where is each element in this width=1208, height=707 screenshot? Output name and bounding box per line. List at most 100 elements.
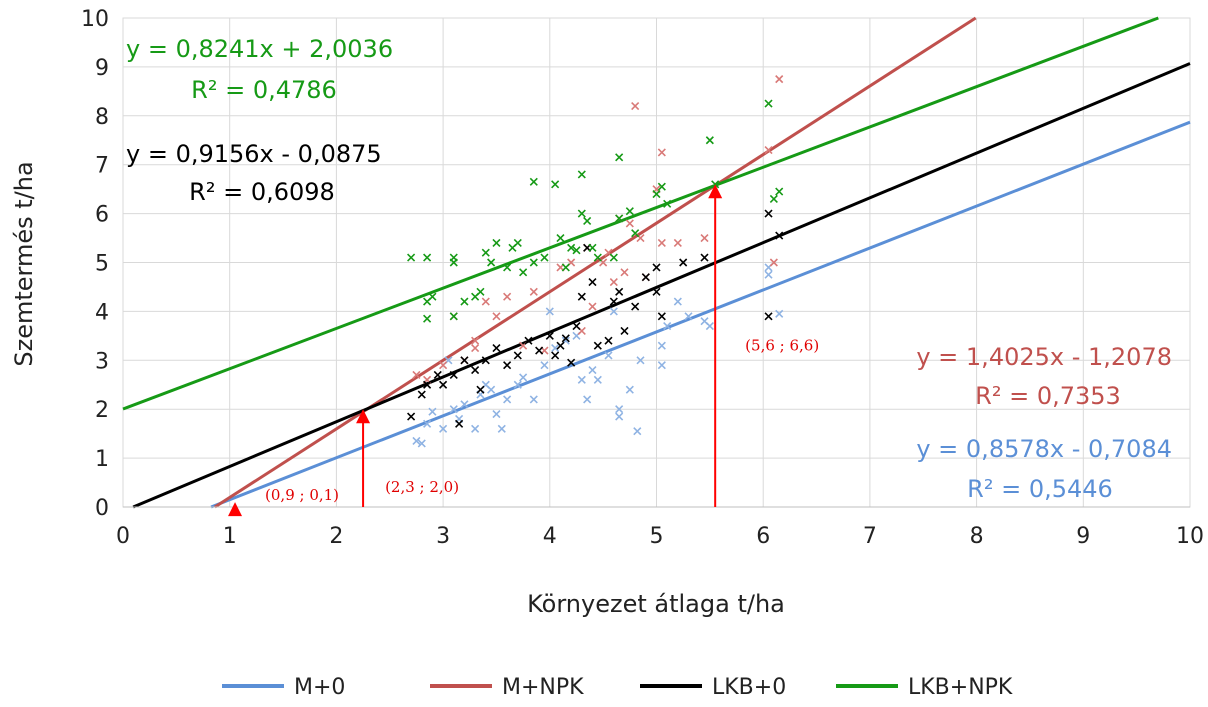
point-m-0: [588, 366, 597, 375]
grid: [122, 17, 1191, 508]
trendlines: [122, 16, 1191, 509]
point-m-0: [497, 424, 506, 433]
point-lkb-0: [593, 341, 602, 350]
y-tick-label: 4: [95, 300, 109, 325]
legend-label-lkb-npk: LKB+NPK: [908, 675, 1013, 700]
legend-label-lkb-0: LKB+0: [712, 675, 786, 700]
point-lkb-npk: [631, 229, 640, 238]
point-lkb-0: [764, 312, 773, 321]
point-m-0: [513, 380, 522, 389]
x-tick-label: 8: [970, 524, 984, 549]
x-axis-title: Környezet átlaga t/ha: [527, 590, 785, 618]
point-m-npk: [625, 219, 634, 228]
equation-m-npk: y = 1,4025x - 1,2078: [916, 343, 1172, 371]
point-lkb-0: [471, 366, 480, 375]
point-m-0: [684, 312, 693, 321]
y-axis-title: Szemtermés t/ha: [10, 161, 38, 366]
y-tick-label: 2: [95, 398, 109, 423]
point-lkb-0: [588, 277, 597, 287]
point-lkb-npk: [615, 214, 624, 223]
point-m-0: [657, 341, 666, 350]
equation-m-0: y = 0,8578x - 0,7084: [916, 435, 1172, 463]
point-lkb-0: [460, 356, 469, 365]
point-lkb-0: [615, 287, 624, 296]
point-lkb-0: [476, 385, 485, 394]
point-lkb-0: [567, 358, 576, 367]
point-lkb-0: [551, 351, 560, 360]
point-lkb-0: [449, 370, 458, 380]
point-lkb-0: [572, 322, 581, 331]
point-m-0: [705, 322, 714, 331]
point-lkb-0: [535, 346, 544, 355]
point-m-npk: [620, 268, 629, 277]
point-lkb-0: [439, 380, 448, 389]
point-m-0: [775, 309, 784, 318]
y-tick-label: 5: [95, 252, 109, 277]
point-m-npk: [529, 287, 538, 296]
point-lkb-npk: [423, 314, 432, 323]
legend: M+0 M+NPK LKB+0 LKB+NPK: [222, 675, 1013, 700]
point-lkb-0: [764, 209, 773, 218]
point-m-0: [449, 405, 458, 414]
x-tick-label: 6: [756, 524, 770, 549]
equation-lkb-npk: y = 0,8241x + 2,0036: [126, 35, 393, 63]
point-m-0: [593, 375, 602, 384]
point-lkb-0: [481, 356, 490, 365]
point-m-0: [583, 395, 592, 404]
point-m-0: [657, 361, 666, 370]
point-lkb-0: [433, 370, 442, 380]
legend-label-m-npk: M+NPK: [502, 675, 584, 700]
x-tick-label: 2: [329, 524, 343, 549]
point-lkb-0: [423, 380, 432, 389]
point-lkb-npk: [769, 194, 778, 203]
point-lkb-npk: [551, 180, 560, 189]
x-tick-label: 7: [863, 524, 877, 549]
annotations: (0,9 ; 0,1) (2,3 ; 2,0) (5,6 ; 6,6): [228, 184, 819, 517]
point-lkb-npk: [652, 189, 661, 199]
point-lkb-npk: [663, 199, 672, 208]
x-tick-label: 4: [543, 524, 557, 549]
point-m-0: [471, 424, 480, 433]
point-lkb-npk: [577, 170, 586, 179]
y-tick-label: 1: [95, 447, 109, 472]
point-m-0: [428, 407, 437, 416]
point-lkb-0: [561, 334, 570, 343]
annotation-arrowhead: [708, 184, 723, 199]
point-lkb-0: [407, 412, 416, 421]
point-m-0: [673, 297, 682, 306]
x-tick-label: 9: [1076, 524, 1090, 549]
point-lkb-0: [513, 351, 522, 360]
point-m-0: [764, 270, 773, 279]
point-m-0: [519, 373, 528, 382]
point-m-npk: [471, 344, 480, 353]
point-lkb-npk: [519, 268, 528, 277]
point-m-npk: [439, 361, 448, 370]
y-tick-label: 10: [81, 7, 109, 32]
point-m-0: [636, 356, 645, 365]
axes: 0 1 2 3 4 5 6 7 8 9 10 0 1 2 3 4 5 6 7 8 9 10: [81, 7, 1204, 549]
point-m-0: [551, 344, 560, 353]
point-lkb-0: [657, 312, 666, 321]
point-m-0: [615, 405, 624, 414]
point-m-0: [460, 400, 469, 409]
point-lkb-0: [700, 253, 709, 262]
point-lkb-npk: [775, 187, 784, 196]
legend-label-m-0: M+0: [294, 675, 345, 700]
point-m-0: [417, 439, 426, 448]
point-lkb-0: [545, 331, 554, 340]
point-lkb-0: [652, 287, 661, 296]
x-tick-label: 3: [436, 524, 450, 549]
point-m-0: [604, 351, 613, 360]
point-lkb-npk: [540, 253, 549, 262]
point-lkb-0: [556, 341, 565, 350]
point-m-npk: [657, 238, 666, 248]
point-lkb-npk: [567, 243, 576, 252]
point-lkb-0: [524, 336, 533, 345]
point-lkb-npk: [492, 238, 501, 248]
point-lkb-0: [577, 292, 586, 301]
point-lkb-0: [503, 361, 512, 370]
point-lkb-0: [620, 326, 629, 336]
point-lkb-npk: [476, 287, 485, 296]
point-m-0: [545, 307, 554, 316]
y-tick-label: 8: [95, 105, 109, 130]
